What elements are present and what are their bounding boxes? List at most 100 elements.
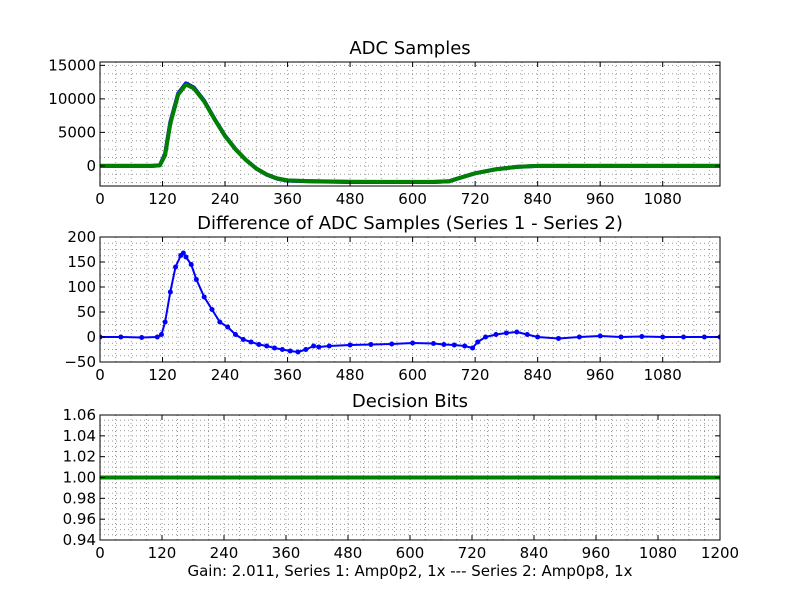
axes-frame: [99, 61, 721, 187]
series-line-2: [100, 82, 720, 184]
x-tick-label: 720: [461, 190, 490, 208]
data-point: [535, 334, 541, 340]
x-tick-label: 960: [582, 544, 611, 562]
x-tick-label: 120: [148, 366, 177, 384]
data-point: [193, 277, 199, 282]
x-tick-label: 1200: [701, 544, 739, 562]
data-point: [524, 332, 530, 337]
data-point: [162, 319, 168, 325]
data-point: [475, 339, 481, 345]
data-point: [279, 347, 285, 352]
y-tick-label: 0: [86, 328, 96, 346]
data-point: [295, 349, 301, 355]
data-point: [347, 342, 353, 348]
y-tick-label: −50: [64, 353, 96, 371]
y-tick-label: 1.04: [63, 427, 96, 445]
x-tick-label: 240: [211, 366, 240, 384]
data-point: [209, 307, 215, 312]
data-point: [264, 343, 270, 349]
data-point: [167, 289, 173, 295]
data-point: [303, 347, 309, 352]
data-point: [503, 330, 509, 336]
grid: [100, 237, 720, 362]
data-point: [256, 342, 262, 347]
x-tick-label: 0: [95, 544, 105, 562]
data-point: [225, 324, 231, 330]
data-point: [316, 344, 322, 350]
data-point: [555, 336, 561, 341]
chart-title: ADC Samples: [349, 38, 470, 59]
data-point: [183, 254, 189, 260]
x-tick-label: 0: [95, 190, 105, 208]
x-tick-label: 360: [273, 366, 302, 384]
x-tick-label: 480: [334, 544, 363, 562]
x-tick-label: 480: [336, 366, 365, 384]
x-tick-label: 720: [458, 544, 487, 562]
x-tick-label: 840: [523, 190, 552, 208]
data-point: [217, 319, 223, 325]
figure-caption: Gain: 2.011, Series 1: Amp0p2, 1x --- Se…: [187, 562, 632, 580]
data-point: [248, 339, 254, 345]
y-tick-label: 1.02: [63, 448, 96, 466]
x-tick-label: 360: [273, 190, 302, 208]
y-tick-label: 0.94: [63, 531, 96, 549]
x-tick-label: 720: [461, 366, 490, 384]
x-tick-label: 1080: [644, 366, 682, 384]
data-point: [154, 334, 160, 340]
data-point: [514, 329, 520, 335]
chart-title: Decision Bits: [352, 391, 468, 412]
data-point: [188, 262, 194, 267]
data-point: [173, 264, 179, 270]
y-tick-label: 200: [67, 228, 96, 246]
data-point: [180, 250, 186, 256]
y-tick-label: 5000: [58, 123, 96, 141]
data-point: [118, 334, 124, 340]
y-tick-label: 1.00: [63, 469, 96, 487]
subplot-3: 0 120 240 360 480 600 720 840 960 1080 1200 0.94 0.9…: [63, 391, 740, 562]
y-tick-label: 0.98: [63, 489, 96, 507]
data-point: [368, 342, 374, 347]
x-tick-label: 240: [210, 544, 239, 562]
x-tick-label: 600: [396, 544, 425, 562]
data-point: [681, 334, 687, 340]
x-tick-label: 0: [95, 366, 105, 384]
data-point: [240, 337, 246, 342]
data-point: [618, 334, 624, 340]
axes-frame: [99, 236, 721, 363]
x-tick-label: 600: [398, 190, 427, 208]
x-tick-label: 840: [520, 544, 549, 562]
data-point: [483, 334, 489, 340]
x-tick-label: 840: [523, 366, 552, 384]
x-tick-label: 1080: [639, 544, 677, 562]
subplot-1: 0 120 240 360 480 600 720 840 960 1080 0 5000 10000 1…: [48, 38, 721, 208]
x-tick-label: 480: [336, 190, 365, 208]
x-tick-label: 120: [148, 544, 177, 562]
x-tick-label: 960: [586, 190, 615, 208]
data-point: [451, 342, 457, 348]
y-tick-label: 150: [67, 253, 96, 271]
data-point: [701, 334, 707, 340]
data-point: [232, 332, 238, 337]
subplot-2: 0 120 240 360 480 600 720 840 960 1080−5005010015…: [64, 213, 721, 384]
y-tick-label: 100: [67, 278, 96, 296]
y-tick-label: 10000: [48, 90, 96, 108]
data-point: [158, 332, 164, 337]
chart-title: Difference of ADC Samples (Series 1 - Se…: [197, 213, 623, 234]
data-point: [311, 343, 317, 349]
data-point: [326, 343, 332, 349]
x-tick-label: 120: [148, 190, 177, 208]
data-point: [389, 341, 395, 347]
data-point: [201, 294, 207, 300]
x-tick-label: 960: [586, 366, 615, 384]
data-point: [639, 334, 645, 339]
data-point: [597, 333, 603, 339]
data-point: [410, 340, 416, 346]
data-point: [493, 332, 499, 337]
y-tick-label: 50: [77, 303, 96, 321]
data-point: [139, 335, 145, 340]
data-point: [272, 345, 278, 351]
x-tick-label: 1080: [644, 190, 682, 208]
y-tick-label: 15000: [48, 56, 96, 74]
y-tick-label: 0: [86, 157, 96, 175]
